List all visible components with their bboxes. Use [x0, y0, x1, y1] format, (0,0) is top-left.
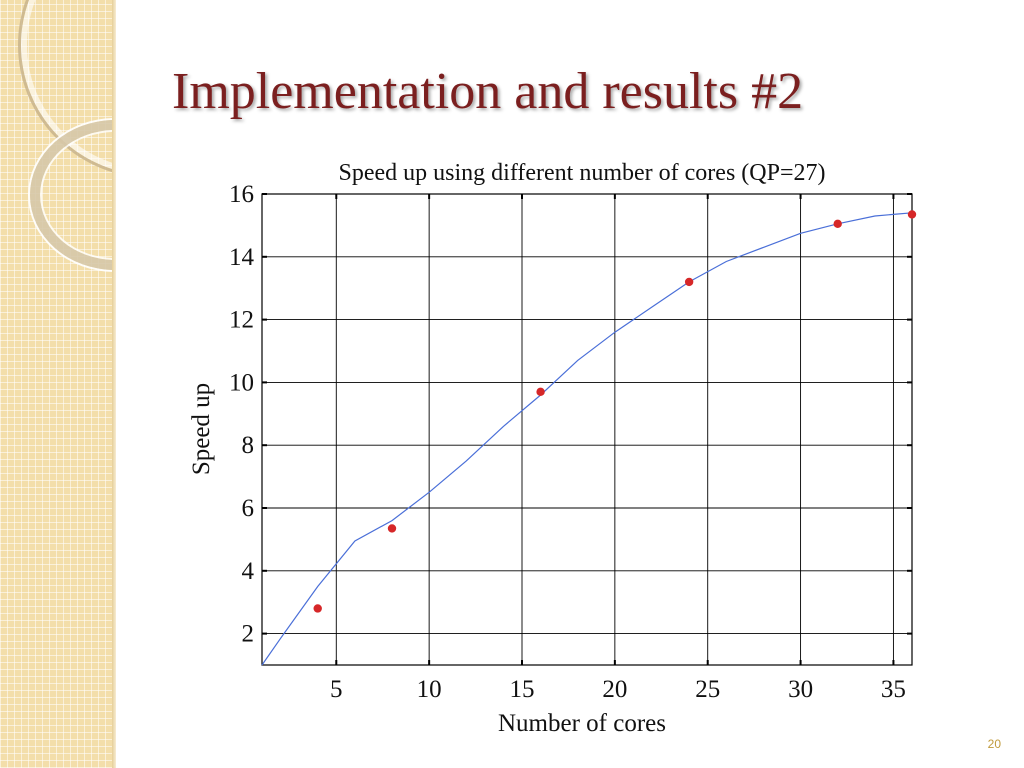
x-tick-label: 10	[417, 676, 442, 703]
x-tick-label: 20	[602, 676, 627, 703]
sidebar-edge	[112, 0, 116, 768]
y-tick-label: 10	[229, 369, 254, 396]
data-point	[907, 210, 917, 219]
y-tick-label: 16	[229, 181, 254, 208]
y-tick-label: 2	[242, 621, 255, 648]
page-number: 20	[987, 737, 1001, 751]
plot-frame	[261, 193, 913, 666]
axis-ticks: 5 10 15 20 25 30 35 2 4 6 8 10 12 14 16	[229, 181, 912, 703]
fit-curve-line	[261, 212, 913, 666]
y-tick-label: 6	[242, 495, 255, 522]
y-tick-label: 14	[229, 244, 255, 271]
grid-lines	[262, 193, 912, 665]
data-point	[833, 219, 842, 229]
x-tick-label: 25	[695, 676, 720, 703]
x-axis-label: Number of cores	[498, 710, 666, 737]
y-axis-label: Speed up	[188, 383, 215, 475]
x-tick-label: 5	[330, 676, 343, 703]
data-points	[313, 210, 917, 613]
x-tick-label: 35	[881, 676, 906, 703]
data-point	[387, 524, 397, 533]
y-tick-label: 8	[242, 432, 255, 459]
data-point	[536, 387, 545, 397]
x-tick-label: 15	[510, 676, 535, 703]
decorative-sidebar	[0, 0, 112, 768]
y-tick-label: 4	[242, 558, 255, 585]
chart-title: Speed up using different number of cores…	[339, 160, 826, 186]
x-tick-label: 30	[788, 676, 813, 703]
slide-title: Implementation and results #2	[172, 63, 804, 120]
y-tick-label: 12	[229, 307, 254, 334]
data-point	[684, 277, 694, 287]
data-point	[313, 604, 322, 613]
